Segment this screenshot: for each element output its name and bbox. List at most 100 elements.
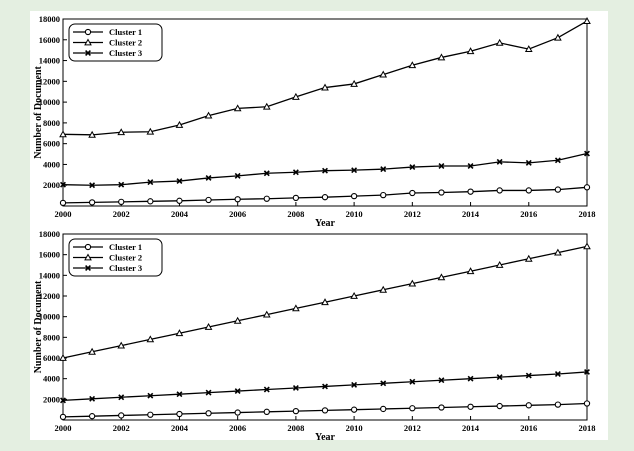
data-point [117,341,126,349]
figure: 2000 4000 6000 8000 10000 12000 14000 16000 1800… [30,11,608,440]
legend-box [68,23,163,62]
x-tick-label: 2000 [55,209,72,219]
data-point [60,397,66,404]
legend-marker [84,253,92,261]
data-point [118,181,125,188]
data-point [321,83,329,91]
y-tick-label: 14000 [39,56,60,66]
data-point [408,279,417,287]
data-point [204,111,213,119]
data-point [292,407,300,415]
data-point [496,187,503,194]
y-axis-title: Number of Document [33,280,44,373]
data-point [292,385,299,391]
y-tick-label: 18000 [39,229,60,239]
legend-label: Cluster 1 [109,27,142,37]
data-point [263,195,270,202]
data-point [495,38,504,46]
data-point [88,413,96,420]
marker-stroke [496,158,503,165]
marker-stroke [380,380,387,387]
y-axis-title: Number of Document [33,66,44,159]
data-point [495,260,504,268]
x-tick-label: 2016 [520,423,537,433]
marker-stroke [60,397,66,404]
marker-stroke [380,166,387,173]
data-point [583,400,591,407]
marker-stroke [205,389,212,396]
marker-stroke [351,167,358,174]
data-point [205,174,212,181]
legend-label: Cluster 3 [109,263,142,273]
data-point [59,413,67,421]
data-point [438,404,445,411]
data-point [554,248,562,256]
x-tick-label: 2010 [346,423,363,433]
legend-marker [85,50,91,56]
marker-stroke [147,392,154,399]
x-tick-label: 2002 [113,423,130,433]
legend-marker [84,243,92,251]
data-point [466,267,475,275]
data-point [262,310,271,318]
data-point [467,163,474,169]
marker-stroke [554,371,561,377]
data-point [263,408,270,415]
marker-stroke [118,394,125,401]
series-cluster-2 [59,17,591,138]
data-point [467,403,474,410]
data-point [467,188,474,195]
data-point [292,194,300,202]
y-tick-label: 10000 [39,97,60,107]
marker-stroke [292,169,299,176]
data-point [524,254,533,262]
plot-frame [62,18,588,207]
data-point [322,167,328,174]
y-tick-label: 18000 [39,14,60,24]
x-tick-label: 2016 [520,209,537,219]
marker-stroke [584,368,590,375]
data-point [350,192,358,200]
data-point [409,405,416,412]
data-point [380,191,387,199]
y-tick-label: 16000 [39,250,60,260]
data-point [292,92,300,100]
data-point [437,53,446,61]
marker-stroke [176,178,183,185]
y-tick-label: 2000 [43,180,60,190]
marker-stroke [409,164,416,171]
data-point [466,47,475,55]
data-point [321,407,329,414]
x-tick-label: 2004 [171,209,189,219]
data-point [263,170,270,177]
data-point [205,410,212,417]
data-point [59,199,67,207]
data-point [147,179,154,186]
data-point [88,130,96,138]
data-point [496,158,503,165]
data-point [146,335,155,343]
x-axis-title: Year [315,218,336,229]
data-point [176,410,183,418]
data-point [554,157,561,164]
data-point [351,381,358,388]
x-tick-label: 2018 [579,209,596,219]
marker-stroke [554,157,561,164]
marker-stroke [85,50,91,56]
data-point [438,189,445,196]
data-point [380,380,387,387]
y-tick-label: 4000 [43,374,60,384]
data-point [554,33,562,41]
y-tick-label: 8000 [43,332,60,342]
charts-svg: 2000 4000 6000 8000 10000 12000 14000 16000 1800… [33,14,596,440]
x-tick-label: 2014 [462,209,480,219]
legend-marker [84,28,92,36]
marker-stroke [263,170,270,177]
data-point [350,79,358,87]
series-cluster-1 [59,184,591,207]
y-tick-label: 8000 [43,118,60,128]
y-tick-label: 16000 [39,35,60,45]
data-point [438,377,445,384]
legend-label: Cluster 2 [109,38,142,48]
data-point [234,409,241,416]
